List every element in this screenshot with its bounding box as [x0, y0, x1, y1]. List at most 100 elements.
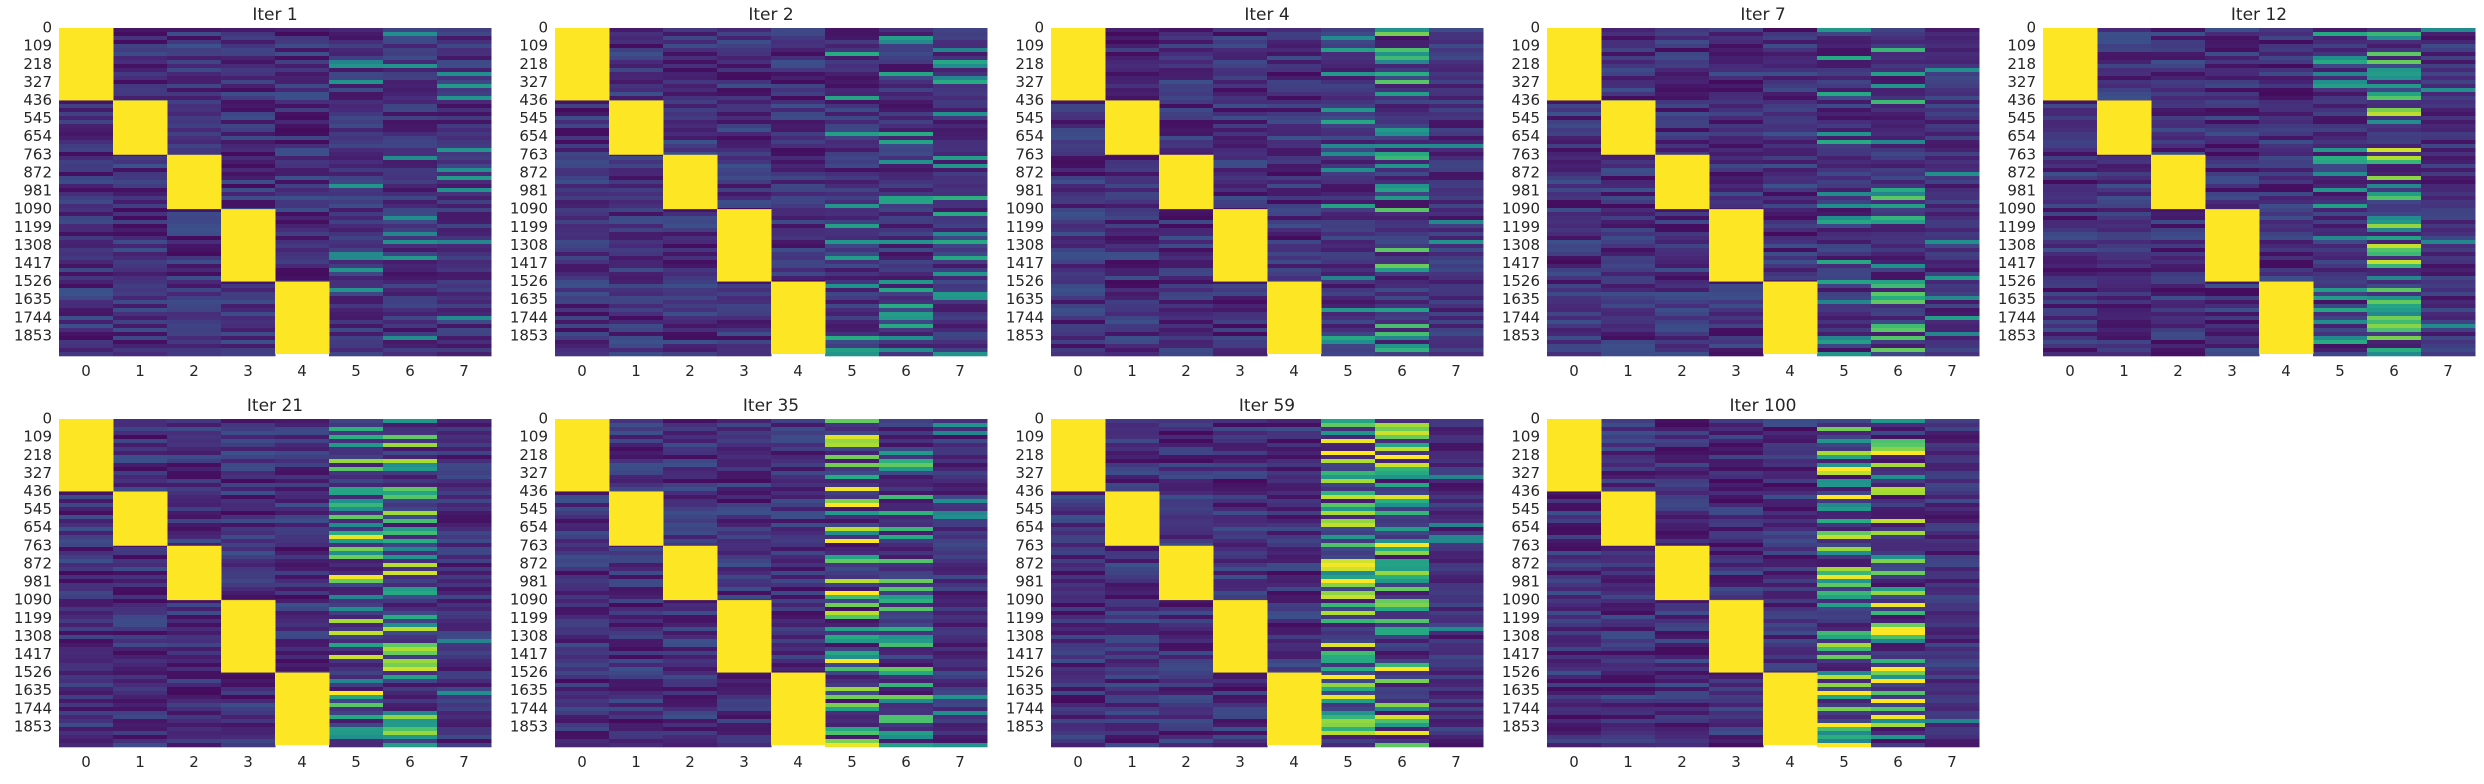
heatmap-cell-strip — [1213, 120, 1268, 125]
heatmap-cell-strip — [933, 427, 988, 432]
heatmap-cell-strip — [933, 643, 988, 648]
heatmap-block-col-1 — [1105, 491, 1160, 546]
heatmap-cell-strip — [1267, 431, 1322, 436]
heatmap-cell-strip — [221, 144, 276, 149]
heatmap-cell-strip — [609, 184, 664, 189]
heatmap-cell-strip — [383, 292, 438, 297]
heatmap-cell-strip — [609, 340, 664, 345]
heatmap-cell-strip — [555, 312, 610, 317]
heatmap-cell-strip — [825, 575, 880, 580]
heatmap-cell-strip — [1267, 607, 1322, 612]
heatmap-cell-strip — [933, 144, 988, 149]
heatmap-cell-strip — [1375, 160, 1430, 165]
heatmap-cell-strip — [437, 535, 492, 540]
heatmap-cell-strip — [2043, 272, 2098, 277]
heatmap-cell-strip — [1709, 176, 1764, 181]
heatmap-cell-strip — [59, 511, 114, 516]
heatmap-cell-strip — [329, 555, 384, 560]
heatmap-cell-strip — [1213, 475, 1268, 480]
heatmap-cell-strip — [933, 623, 988, 628]
heatmap-cell-strip — [717, 731, 772, 736]
y-tick-label: 981 — [519, 182, 548, 200]
heatmap-cell-strip — [1925, 148, 1980, 153]
heatmap-cell-strip — [1051, 156, 1106, 161]
heatmap-cell-strip — [2313, 40, 2368, 45]
heatmap-cell-strip — [1925, 84, 1980, 89]
heatmap-cell-strip — [167, 44, 222, 49]
heatmap-cell-strip — [1375, 591, 1430, 596]
heatmap-cell-strip — [771, 555, 826, 560]
heatmap-cell-strip — [329, 196, 384, 201]
heatmap-cell-strip — [1213, 36, 1268, 41]
y-tick-label: 0 — [1034, 410, 1044, 428]
heatmap-cell-strip — [437, 639, 492, 644]
heatmap-cell-strip — [1871, 268, 1926, 273]
heatmap-cell-strip — [167, 691, 222, 696]
heatmap-cell-strip — [2151, 252, 2206, 257]
heatmap-cell-strip — [2421, 180, 2476, 185]
heatmap-cell-strip — [1601, 467, 1656, 472]
heatmap-cell-strip — [329, 671, 384, 676]
heatmap-cell-strip — [825, 172, 880, 177]
heatmap-cell-strip — [879, 499, 934, 504]
heatmap-cell-strip — [275, 56, 330, 61]
heatmap-cell-strip — [609, 711, 664, 716]
heatmap-cell-strip — [1817, 264, 1872, 269]
heatmap-cell-strip — [221, 511, 276, 516]
heatmap-cell-strip — [1105, 447, 1160, 452]
heatmap-cell-strip — [609, 483, 664, 488]
heatmap-cell-strip — [1601, 623, 1656, 628]
heatmap-cell-strip — [663, 124, 718, 129]
heatmap-cell-strip — [1159, 84, 1214, 89]
heatmap-cell-strip — [825, 280, 880, 285]
heatmap-cell-strip — [2313, 148, 2368, 153]
heatmap-cell-strip — [933, 599, 988, 604]
heatmap-cell-strip — [1213, 683, 1268, 688]
heatmap-cell-strip — [825, 451, 880, 456]
heatmap-cell-strip — [2205, 296, 2260, 301]
heatmap-cell-strip — [1655, 240, 1710, 245]
heatmap-cell-strip — [383, 707, 438, 712]
heatmap-cell-strip — [1267, 515, 1322, 520]
y-tick-label: 436 — [2007, 91, 2036, 109]
heatmap-cell-strip — [879, 80, 934, 85]
heatmap-cell-strip — [771, 180, 826, 185]
heatmap-cell-strip — [221, 84, 276, 89]
heatmap-cell-strip — [1601, 575, 1656, 580]
heatmap-cell-strip — [2367, 64, 2422, 69]
heatmap-cell-strip — [329, 312, 384, 317]
heatmap-cell-strip — [329, 328, 384, 333]
heatmap-cell-strip — [329, 284, 384, 289]
heatmap-cell-strip — [59, 583, 114, 588]
heatmap-cell-strip — [1601, 731, 1656, 736]
heatmap-cell-strip — [1601, 332, 1656, 337]
heatmap-cell-strip — [1321, 563, 1376, 568]
heatmap-cell-strip — [167, 96, 222, 101]
heatmap-cell-strip — [437, 491, 492, 496]
heatmap-cell-strip — [879, 160, 934, 165]
heatmap-cell-strip — [771, 264, 826, 269]
heatmap-cell-strip — [437, 719, 492, 724]
heatmap-cell-strip — [1321, 176, 1376, 181]
heatmap-cell-strip — [1267, 519, 1322, 524]
heatmap-cell-strip — [437, 655, 492, 660]
heatmap-cell-strip — [59, 503, 114, 508]
heatmap-cell-strip — [825, 268, 880, 273]
heatmap-cell-strip — [717, 172, 772, 177]
heatmap-cell-strip — [879, 164, 934, 169]
heatmap-cell-strip — [1213, 168, 1268, 173]
heatmap-cell-strip — [771, 547, 826, 552]
heatmap-cell-strip — [2205, 324, 2260, 329]
heatmap-cell-strip — [2205, 72, 2260, 77]
heatmap-cell-strip — [717, 495, 772, 500]
heatmap-cell-strip — [879, 240, 934, 245]
heatmap-cell-strip — [2421, 316, 2476, 321]
heatmap-cell-strip — [825, 252, 880, 257]
heatmap-cell-strip — [167, 232, 222, 237]
heatmap-cell-strip — [113, 312, 168, 317]
heatmap-cell-strip — [663, 703, 718, 708]
heatmap-cell-strip — [2421, 172, 2476, 177]
heatmap-cell-strip — [437, 252, 492, 257]
heatmap-cell-strip — [1375, 348, 1430, 353]
heatmap-cell-strip — [879, 463, 934, 468]
